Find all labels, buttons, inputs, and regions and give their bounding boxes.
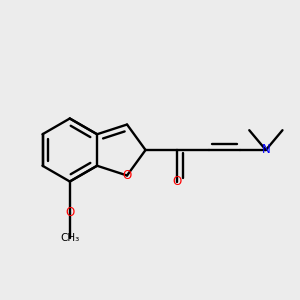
Text: N: N xyxy=(262,143,270,157)
Text: CH₃: CH₃ xyxy=(60,232,80,243)
Text: O: O xyxy=(172,175,182,188)
Text: O: O xyxy=(65,206,74,220)
Text: O: O xyxy=(122,169,132,182)
